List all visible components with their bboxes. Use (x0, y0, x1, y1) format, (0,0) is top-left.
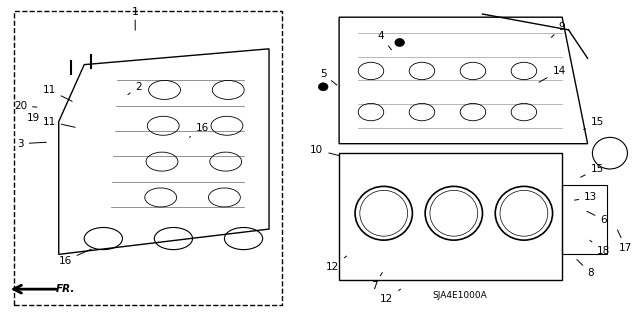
Text: 12: 12 (326, 256, 346, 272)
Text: 5: 5 (320, 69, 337, 85)
Text: 20: 20 (14, 101, 37, 111)
Ellipse shape (395, 39, 404, 47)
Text: 16: 16 (58, 249, 92, 266)
Ellipse shape (319, 83, 328, 91)
Text: 1: 1 (132, 7, 139, 17)
Text: 4: 4 (377, 31, 392, 50)
Text: 19: 19 (27, 113, 47, 123)
Text: 16: 16 (189, 123, 209, 137)
Text: 15: 15 (584, 116, 604, 130)
Text: 12: 12 (380, 289, 401, 304)
Text: 6: 6 (587, 211, 607, 225)
Text: 17: 17 (618, 230, 632, 253)
Text: SJA4E1000A: SJA4E1000A (433, 291, 488, 300)
Text: 9: 9 (552, 22, 566, 37)
Text: 15: 15 (580, 164, 604, 177)
Text: 13: 13 (575, 192, 598, 203)
Text: 14: 14 (539, 66, 566, 82)
Text: 3: 3 (17, 139, 47, 149)
Bar (14, 11, 282, 305)
Text: 11: 11 (42, 116, 75, 127)
Text: 18: 18 (590, 240, 610, 256)
Text: 7: 7 (371, 272, 382, 291)
Text: FR.: FR. (56, 284, 75, 294)
Text: 10: 10 (310, 145, 340, 156)
Text: 2: 2 (128, 82, 141, 95)
Text: 11: 11 (42, 85, 72, 101)
Text: 8: 8 (577, 259, 594, 278)
